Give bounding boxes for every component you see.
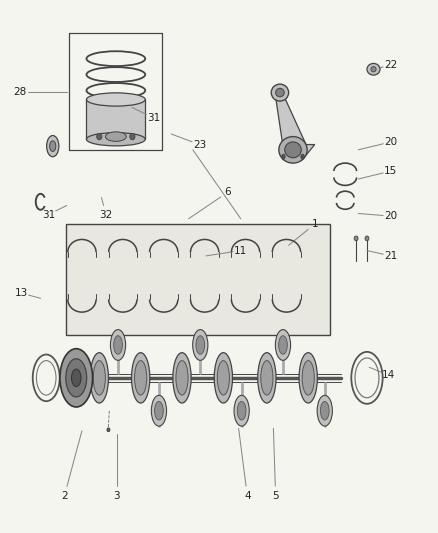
- Ellipse shape: [282, 154, 285, 159]
- Text: 20: 20: [385, 211, 397, 221]
- Ellipse shape: [217, 361, 230, 395]
- Text: 21: 21: [384, 251, 398, 261]
- Text: 6: 6: [224, 187, 231, 197]
- Text: 5: 5: [272, 490, 279, 500]
- Ellipse shape: [110, 329, 126, 360]
- Ellipse shape: [106, 132, 126, 141]
- Text: 31: 31: [42, 209, 55, 220]
- Ellipse shape: [285, 142, 301, 158]
- Ellipse shape: [234, 395, 249, 426]
- Text: 20: 20: [385, 137, 397, 147]
- Ellipse shape: [354, 236, 358, 241]
- Ellipse shape: [279, 336, 287, 354]
- Ellipse shape: [193, 329, 208, 360]
- Ellipse shape: [279, 136, 307, 163]
- Ellipse shape: [214, 353, 233, 403]
- Text: 31: 31: [147, 113, 160, 123]
- Ellipse shape: [317, 395, 332, 426]
- Ellipse shape: [321, 401, 329, 420]
- Ellipse shape: [86, 133, 145, 146]
- Ellipse shape: [271, 84, 289, 101]
- Ellipse shape: [86, 93, 145, 106]
- Ellipse shape: [134, 361, 147, 395]
- Ellipse shape: [114, 336, 122, 354]
- Ellipse shape: [71, 369, 81, 386]
- Ellipse shape: [302, 361, 314, 395]
- Ellipse shape: [258, 353, 276, 403]
- Ellipse shape: [276, 329, 290, 360]
- Text: 22: 22: [384, 60, 398, 70]
- Ellipse shape: [49, 141, 56, 151]
- Text: 2: 2: [61, 490, 68, 500]
- Ellipse shape: [131, 353, 150, 403]
- Text: 13: 13: [14, 288, 28, 298]
- Text: 11: 11: [234, 246, 247, 256]
- Ellipse shape: [107, 428, 110, 432]
- Polygon shape: [276, 97, 315, 155]
- Ellipse shape: [47, 135, 59, 157]
- Text: 23: 23: [193, 140, 206, 150]
- Ellipse shape: [276, 88, 284, 97]
- Ellipse shape: [176, 361, 188, 395]
- Ellipse shape: [60, 349, 92, 407]
- Ellipse shape: [173, 353, 191, 403]
- Ellipse shape: [261, 361, 273, 395]
- Text: 1: 1: [311, 219, 318, 229]
- Ellipse shape: [237, 401, 246, 420]
- Text: 3: 3: [113, 490, 120, 500]
- Ellipse shape: [66, 359, 87, 397]
- Ellipse shape: [90, 353, 109, 403]
- Ellipse shape: [97, 133, 102, 140]
- Text: 4: 4: [244, 490, 251, 500]
- Polygon shape: [66, 224, 330, 335]
- Text: 32: 32: [99, 209, 113, 220]
- Ellipse shape: [93, 361, 106, 395]
- Ellipse shape: [371, 67, 376, 72]
- Ellipse shape: [130, 133, 135, 140]
- Ellipse shape: [367, 63, 380, 75]
- Text: 28: 28: [13, 86, 26, 96]
- Ellipse shape: [151, 395, 166, 426]
- Text: 15: 15: [384, 166, 398, 176]
- Ellipse shape: [155, 401, 163, 420]
- Ellipse shape: [299, 353, 318, 403]
- Ellipse shape: [196, 336, 205, 354]
- Bar: [86, 100, 145, 139]
- Ellipse shape: [365, 236, 369, 241]
- Ellipse shape: [301, 154, 304, 159]
- Text: 14: 14: [382, 370, 396, 380]
